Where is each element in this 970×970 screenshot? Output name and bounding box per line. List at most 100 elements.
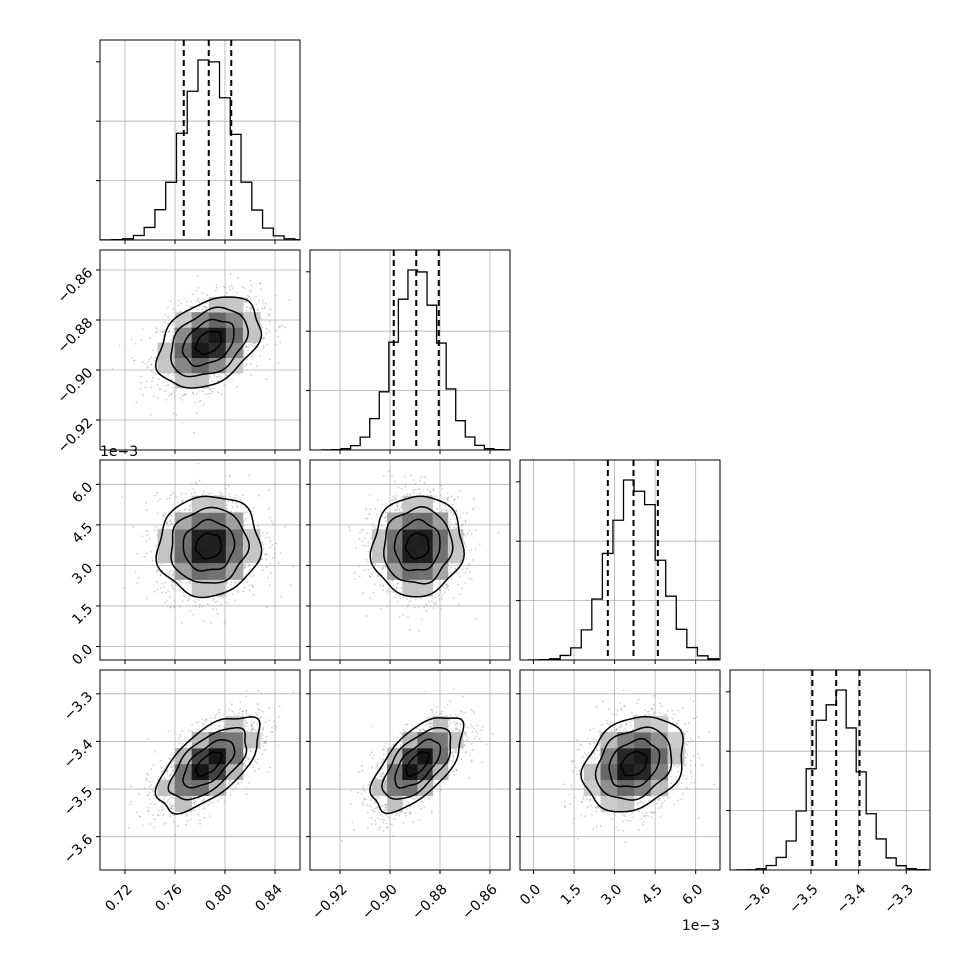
scatter-point	[373, 526, 376, 528]
scatter-point	[181, 399, 184, 401]
scatter-point	[460, 523, 463, 526]
scatter-point	[171, 584, 173, 587]
scatter-point	[198, 301, 201, 304]
scatter-point	[177, 501, 179, 504]
scatter-point	[461, 525, 463, 527]
scatter-point	[167, 331, 170, 334]
scatter-point	[374, 563, 377, 566]
scatter-point	[172, 581, 175, 584]
scatter-point	[274, 552, 277, 555]
scatter-point	[261, 542, 264, 544]
scatter-point	[397, 582, 399, 585]
scatter-point	[434, 495, 437, 498]
scatter-point	[242, 564, 245, 566]
scatter-point	[231, 593, 234, 595]
density-cell	[191, 579, 210, 597]
scatter-point	[156, 383, 159, 386]
scatter-point	[396, 582, 399, 585]
scatter-point	[379, 510, 382, 512]
scatter-point	[400, 487, 403, 490]
scatter-point	[252, 585, 255, 588]
scatter-point	[368, 597, 371, 600]
scatter-point	[146, 365, 149, 368]
scatter-point	[136, 552, 139, 555]
scatter-point	[265, 378, 268, 381]
scatter-point	[167, 306, 169, 309]
scatter-point	[398, 508, 401, 511]
scatter-point	[412, 489, 414, 492]
scatter-point	[420, 597, 422, 600]
density-cell	[208, 529, 227, 547]
scatter-point	[450, 578, 453, 581]
scatter-point	[144, 540, 147, 542]
scatter-point	[262, 336, 264, 339]
scatter-point	[134, 342, 137, 345]
scatter-point	[180, 621, 183, 624]
scatter-point	[134, 570, 137, 573]
scatter-point	[453, 498, 456, 500]
scatter-point	[426, 604, 429, 607]
density-cell	[208, 562, 227, 580]
scatter-point	[384, 517, 387, 520]
scatter-point	[248, 565, 250, 568]
scatter-point	[265, 558, 268, 561]
scatter-point	[210, 492, 212, 495]
scatter-point	[261, 299, 264, 302]
scatter-point	[163, 321, 166, 324]
scatter-point	[449, 572, 452, 574]
scatter-point	[446, 492, 449, 494]
scatter-point	[152, 371, 155, 374]
scatter-point	[277, 362, 280, 365]
scatter-point	[168, 572, 171, 575]
scatter-point	[263, 553, 266, 556]
scatter-point	[167, 590, 170, 592]
scatter-point	[141, 328, 144, 330]
scatter-point	[432, 488, 435, 491]
scatter-point	[232, 502, 234, 504]
scatter-point	[474, 547, 477, 550]
scatter-point	[464, 535, 467, 537]
scatter-point	[233, 496, 235, 499]
scatter-point	[398, 509, 401, 511]
scatter-point	[183, 591, 185, 594]
scatter-point	[188, 595, 191, 598]
scatter-point	[439, 589, 442, 592]
scatter-point	[265, 553, 268, 555]
scatter-point	[386, 590, 389, 593]
scatter-point	[419, 492, 421, 495]
scatter-point	[395, 495, 398, 497]
scatter-point	[137, 577, 140, 579]
contour-0	[404, 532, 430, 560]
scatter-point	[229, 495, 232, 498]
scatter-point	[111, 368, 114, 370]
scatter-point	[224, 484, 227, 487]
density-cell	[191, 512, 210, 530]
scatter-point	[169, 606, 172, 608]
density-cell	[402, 562, 418, 580]
scatter-point	[179, 589, 181, 591]
scatter-point	[192, 613, 195, 616]
scatter-point	[169, 606, 172, 609]
scatter-point	[216, 380, 219, 383]
scatter-point	[407, 616, 409, 618]
density-cell	[208, 342, 227, 359]
scatter-point	[263, 344, 265, 347]
scatter-point	[379, 607, 382, 610]
scatter-point	[230, 510, 232, 513]
scatter-point	[275, 295, 277, 297]
scatter-point	[458, 489, 461, 492]
scatter-point	[206, 293, 209, 296]
scatter-point	[366, 517, 369, 520]
scatter-point	[157, 500, 160, 503]
scatter-point	[446, 583, 448, 586]
density-cell	[191, 312, 210, 328]
scatter-point	[250, 373, 253, 376]
scatter-point	[207, 392, 210, 395]
scatter-point	[461, 568, 464, 571]
scatter-point	[377, 575, 379, 578]
density-cell	[174, 562, 193, 580]
scatter-point	[205, 302, 208, 305]
scatter-point	[456, 523, 458, 526]
scatter-point	[361, 540, 364, 543]
scatter-point	[250, 343, 253, 346]
